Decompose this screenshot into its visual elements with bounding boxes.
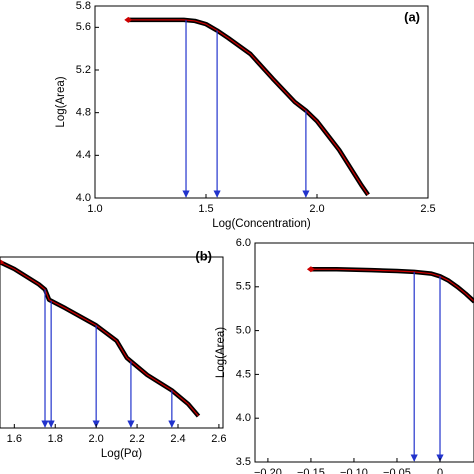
y-axis-label: Log(Area)	[55, 76, 67, 127]
x-tick-label: 2.6	[211, 433, 226, 445]
x-tick-label: 2.0	[309, 203, 324, 215]
y-tick-label: 5.6	[76, 21, 91, 33]
plot-frame	[254, 242, 474, 463]
x-tick-label: −0.10	[340, 467, 368, 474]
x-axis-label: Log(Concentration)	[212, 218, 311, 230]
x-tick-label: −0.15	[297, 467, 325, 474]
y-tick-label: 4.5	[236, 368, 251, 380]
plot	[0, 259, 201, 428]
start-marker	[0, 259, 4, 266]
plot	[124, 16, 370, 198]
x-tick-label: 1.8	[48, 433, 63, 445]
y-tick-label: 4.4	[76, 149, 91, 161]
x-tick-label: 0	[437, 467, 443, 474]
x-tick-label: 2.4	[170, 433, 185, 445]
start-marker	[306, 266, 315, 273]
y-tick-label: 5.8	[76, 0, 91, 12]
y-tick-label: 5.2	[76, 64, 91, 76]
y-tick-label: 4.0	[236, 412, 251, 424]
plot-frame	[94, 5, 429, 199]
y-tick-label: 5.0	[236, 325, 251, 337]
x-tick-label: 2.0	[89, 433, 104, 445]
y-tick-label: 3.5	[236, 456, 251, 468]
x-tick-label: −0.05	[383, 467, 411, 474]
fit-line	[310, 268, 474, 303]
start-marker	[124, 16, 133, 23]
x-tick-label: 1.0	[87, 203, 102, 215]
x-tick-label: 1.6	[7, 433, 22, 445]
fit-line	[128, 19, 369, 196]
data-line	[0, 260, 201, 418]
data-line	[310, 267, 474, 304]
panel-label: (b)	[195, 248, 212, 263]
y-tick-label: 5.5	[236, 281, 251, 293]
fit-line	[0, 261, 199, 417]
x-tick-label: 2.2	[129, 433, 144, 445]
y-tick-label: 4.0	[76, 192, 91, 204]
x-tick-label: −0.20	[254, 467, 282, 474]
plot	[306, 266, 474, 462]
x-tick-label: 2.5	[420, 203, 435, 215]
y-tick-label: 6.0	[236, 237, 251, 249]
y-tick-label: 4.8	[76, 107, 91, 119]
data-line	[128, 17, 370, 197]
panel-label: (a)	[404, 9, 420, 24]
y-axis-label: Log(Area)	[215, 327, 227, 378]
plot-frame	[0, 256, 224, 429]
x-axis-label: Log(Pα)	[101, 448, 142, 460]
x-tick-label: 1.5	[198, 203, 213, 215]
